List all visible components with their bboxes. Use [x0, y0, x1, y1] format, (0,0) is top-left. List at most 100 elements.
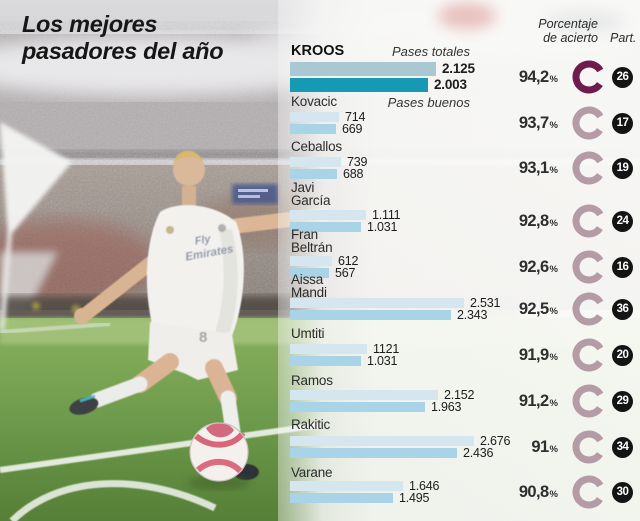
player-name: Javi García [291, 180, 331, 208]
accuracy-value: 92,6% [519, 256, 558, 281]
player-name: Kovacic [291, 94, 337, 109]
passes-total-bar [290, 256, 332, 266]
passes-good-value: 688 [343, 167, 364, 181]
passes-total-value: 714 [345, 110, 366, 124]
accuracy-donut-icon [572, 384, 606, 418]
player-left-arm [79, 255, 159, 321]
touchline [0, 422, 321, 473]
accuracy-donut-icon [572, 338, 606, 372]
accuracy-number: 92,5 [518, 300, 549, 318]
passes-total-value: 1121 [373, 342, 400, 356]
accuracy-donut-icon [572, 151, 606, 185]
passes-total-bar [290, 157, 341, 167]
passes-total-bar [290, 62, 436, 76]
player-name: Rakitic [291, 417, 331, 432]
player-name: Umtiti [291, 326, 325, 341]
accuracy-donut-icon [572, 292, 606, 326]
player-name: Ramos [291, 373, 333, 388]
passes-total-bar [290, 390, 438, 400]
accuracy-value: 92,8% [519, 210, 558, 235]
passes-good-bar [290, 356, 361, 366]
accuracy-number: 90,8 [518, 483, 549, 501]
passes-total-bar [290, 481, 403, 491]
title-line-1: Los mejores [22, 11, 158, 37]
player-name-line: Ceballos [291, 139, 342, 154]
player-name-line: García [291, 193, 331, 208]
accuracy-donut-icon [572, 250, 606, 284]
participation-badge: 19 [612, 158, 633, 179]
passes-total-value: 2.152 [444, 388, 475, 402]
accuracy-value: 91,9% [519, 344, 558, 369]
accuracy-number: 93,1 [518, 159, 549, 177]
accuracy-number: 93,7 [518, 114, 549, 132]
participation-badge: 16 [612, 257, 633, 278]
player-name-line: KROOS [291, 43, 345, 59]
participation-badge: 30 [612, 482, 633, 503]
player-name-line: Ramos [291, 373, 333, 388]
passes-good-value: 1.495 [399, 491, 430, 505]
passes-total-bar [290, 210, 366, 220]
page-title: Los mejores pasadores del año [22, 11, 224, 64]
player-name-line: Aissa [291, 272, 324, 287]
player-name: Varane [291, 465, 333, 480]
percent-sign: % [549, 74, 558, 85]
passes-good-value: 567 [335, 266, 356, 280]
percent-sign: % [549, 352, 558, 363]
title-line-2: pasadores del año [22, 37, 224, 64]
player-name-line: Javi [291, 180, 315, 195]
accuracy-donut-icon [572, 204, 606, 238]
background-red-signage [438, 3, 496, 29]
percent-sign: % [549, 306, 558, 317]
passes-total-bar [290, 112, 339, 122]
accuracy-number: 91,9 [518, 346, 549, 364]
player-name: Fran Beltrán [291, 227, 333, 255]
jersey-sponsor-line1: Fly [194, 233, 213, 248]
player-name-line: Fran [291, 227, 318, 242]
accuracy-donut-icon [572, 60, 606, 94]
passes-total-value: 2.676 [480, 434, 511, 448]
player-name-line: Rakitic [291, 417, 331, 432]
passes-good-bar [290, 310, 451, 320]
accuracy-value: 91% [531, 436, 558, 461]
passes-good-value: 2.343 [457, 308, 488, 322]
accuracy-number: 91,2 [518, 392, 549, 410]
passes-total-value: 612 [338, 254, 359, 268]
column-header-accuracy: Porcentaje de acierto [538, 17, 598, 45]
percent-sign: % [549, 120, 558, 131]
participation-badge: 34 [612, 437, 633, 458]
accuracy-number: 94,2 [518, 68, 549, 86]
football [188, 422, 250, 490]
passes-good-value: 1.031 [367, 354, 398, 368]
accuracy-donut-icon [572, 106, 606, 140]
corner-arc [9, 480, 217, 521]
accuracy-number: 91 [531, 438, 549, 456]
series-label-pases-buenos: Pases buenos [387, 95, 470, 110]
accuracy-value: 91,2% [519, 390, 558, 415]
player-name-line: Kovacic [291, 94, 337, 109]
percent-sign: % [549, 489, 558, 500]
participation-badge: 29 [612, 391, 633, 412]
passes-total-value: 739 [347, 155, 368, 169]
player-head [173, 154, 205, 186]
player-left-boot [69, 397, 99, 415]
passes-good-bar [290, 493, 393, 503]
column-header-accuracy-line2: de acierto [543, 30, 598, 45]
passes-good-bar [290, 78, 428, 92]
accuracy-donut-icon [572, 430, 606, 464]
corner-flag-icon [0, 122, 72, 331]
passes-good-value: 669 [342, 122, 363, 136]
passes-total-value: 1.646 [409, 479, 440, 493]
accuracy-value: 93,7% [519, 112, 558, 137]
participation-badge: 26 [612, 67, 633, 88]
player-name-line: Umtiti [291, 326, 325, 341]
passes-good-bar [290, 268, 329, 278]
percent-sign: % [549, 218, 558, 229]
player-name-line: Varane [291, 465, 333, 480]
percent-sign: % [549, 398, 558, 409]
passes-good-bar [290, 402, 425, 412]
passes-total-bar [290, 298, 464, 308]
background-stand-haze [545, 12, 625, 32]
percent-sign: % [549, 165, 558, 176]
shorts-number: 8 [199, 329, 207, 346]
